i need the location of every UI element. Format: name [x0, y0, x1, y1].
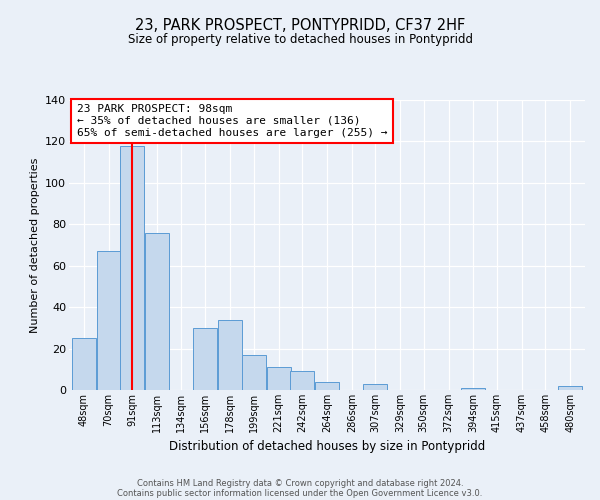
Text: Size of property relative to detached houses in Pontypridd: Size of property relative to detached ho…	[128, 32, 473, 46]
Bar	[218, 320, 242, 390]
Y-axis label: Number of detached properties: Number of detached properties	[29, 158, 40, 332]
X-axis label: Distribution of detached houses by size in Pontypridd: Distribution of detached houses by size …	[169, 440, 485, 454]
Bar	[290, 372, 314, 390]
Bar	[145, 232, 169, 390]
Bar	[315, 382, 339, 390]
Bar	[461, 388, 485, 390]
Bar	[242, 355, 266, 390]
Bar	[558, 386, 582, 390]
Bar	[120, 146, 144, 390]
Text: 23, PARK PROSPECT, PONTYPRIDD, CF37 2HF: 23, PARK PROSPECT, PONTYPRIDD, CF37 2HF	[135, 18, 465, 32]
Text: 23 PARK PROSPECT: 98sqm
← 35% of detached houses are smaller (136)
65% of semi-d: 23 PARK PROSPECT: 98sqm ← 35% of detache…	[77, 104, 387, 138]
Bar	[364, 384, 388, 390]
Bar	[72, 338, 96, 390]
Text: Contains public sector information licensed under the Open Government Licence v3: Contains public sector information licen…	[118, 488, 482, 498]
Bar	[97, 251, 121, 390]
Bar	[193, 328, 217, 390]
Bar	[266, 367, 290, 390]
Text: Contains HM Land Registry data © Crown copyright and database right 2024.: Contains HM Land Registry data © Crown c…	[137, 478, 463, 488]
